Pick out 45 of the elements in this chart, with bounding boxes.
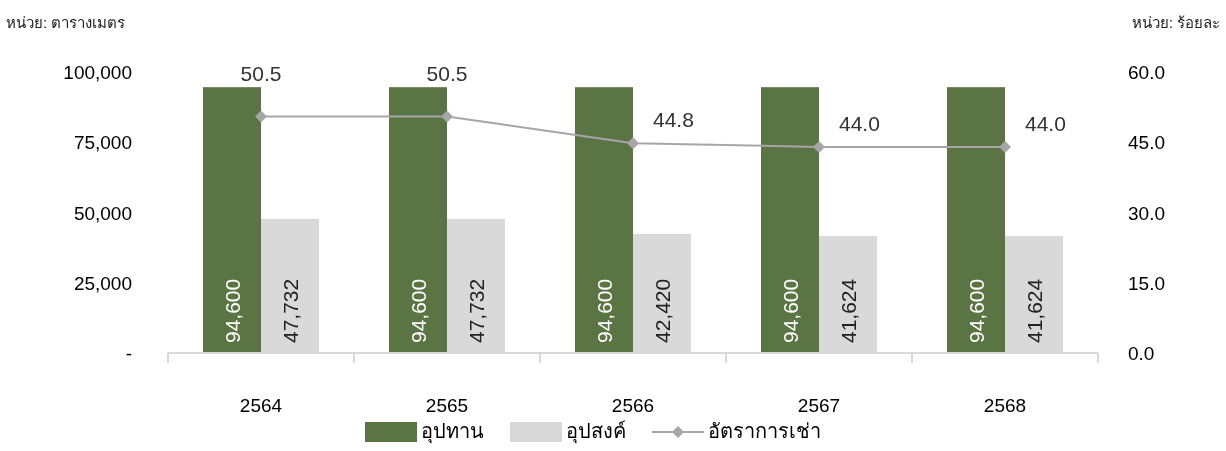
y-tick-label: 25,000 (73, 272, 132, 294)
data-label: 41,624 (1023, 278, 1046, 343)
y2-tick-label: 60.0 (1128, 62, 1165, 83)
data-label: 94,600 (593, 278, 616, 343)
data-label: 50.5 (240, 62, 282, 85)
point (813, 140, 825, 153)
y-axis-title: หน่วย: ตารางเมตร (6, 14, 126, 31)
data-label: 42,420 (651, 278, 674, 343)
bar (203, 87, 261, 353)
y-tick-label: 50,000 (73, 202, 132, 224)
data-label: 94,600 (965, 278, 988, 343)
y2-tick-label: 45.0 (1128, 132, 1165, 154)
point (441, 110, 453, 123)
y-tick-label: - (125, 343, 132, 364)
y2-tick-label: 30.0 (1128, 202, 1165, 224)
x-tick-label: 2565 (425, 395, 469, 416)
data-label: 44.0 (1025, 111, 1066, 135)
bar (947, 87, 1005, 353)
y-tick-label: 100,000 (63, 62, 132, 83)
data-label: 94,600 (221, 278, 244, 343)
y2-tick-label: 0.0 (1128, 343, 1155, 364)
point (627, 137, 639, 150)
data-label: 47,732 (465, 278, 488, 343)
bar (575, 87, 633, 353)
data-label: 94,600 (779, 278, 802, 343)
data-label: 41,624 (837, 278, 860, 343)
x-tick-label: 2568 (983, 395, 1027, 416)
x-tick-label: 2564 (239, 395, 283, 416)
legend-label: อุปทาน (421, 420, 484, 444)
point (999, 140, 1011, 153)
data-label: 50.5 (426, 62, 468, 85)
data-label: 44.8 (653, 108, 694, 132)
legend-label: อัตราการเช่า (708, 420, 821, 442)
data-label: 44.0 (839, 111, 880, 135)
y2-tick-label: 15.0 (1128, 272, 1165, 294)
data-label: 47,732 (279, 278, 302, 343)
bar (761, 87, 819, 353)
y2-axis-title: หน่วย: ร้อยละ (1131, 14, 1220, 31)
x-tick-label: 2566 (611, 395, 655, 416)
x-tick-label: 2567 (797, 395, 841, 416)
y-tick-label: 75,000 (73, 132, 132, 154)
point (255, 110, 267, 123)
legend-label: อุปสงค์ (566, 420, 626, 444)
bar (389, 87, 447, 353)
data-label: 94,600 (407, 278, 430, 343)
